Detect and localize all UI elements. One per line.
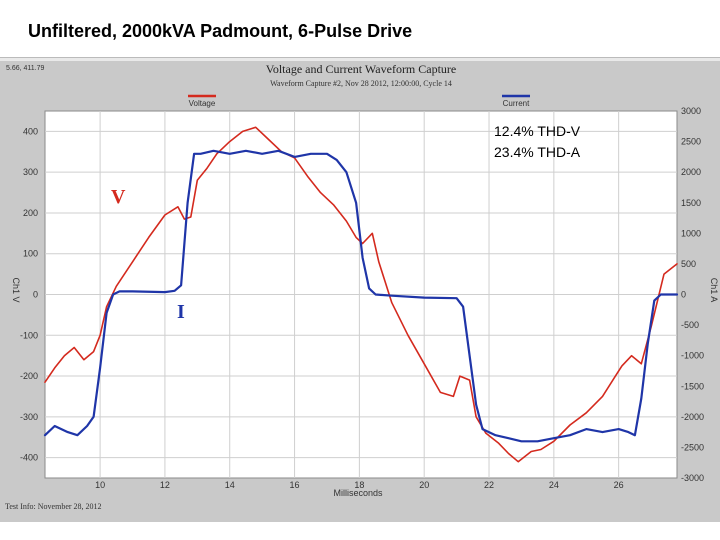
annotation-thd-a: 23.4% THD-A [494,144,581,160]
capture-title: Voltage and Current Waveform Capture [266,62,457,76]
legend-current-label: Current [503,99,530,108]
label-v: V [111,186,126,208]
y-left-tick-label: 300 [23,167,38,177]
grid [45,111,677,478]
title-divider [0,57,720,58]
legend-voltage: Voltage [188,94,216,108]
cursor-readout: 5.66, 411.79 [6,65,45,72]
y-right-tick-label: 500 [681,259,696,269]
y-left-tick-label: -400 [20,453,38,463]
annotation-thd-v: 12.4% THD-V [494,123,581,139]
y-right-tick-label: 1500 [681,198,701,208]
y-right-tick-label: 1000 [681,228,701,238]
label-i: I [177,301,185,323]
y-left-tick-label: -200 [20,371,38,381]
y-right-tick-label: -1500 [681,381,704,391]
y-right-tick-label: -2500 [681,442,704,452]
x-tick-label: 18 [354,480,364,490]
x-tick-label: 12 [160,480,170,490]
x-tick-label: 20 [419,480,429,490]
y-left-tick-label: 400 [23,126,38,136]
y-axis-left-label: Ch1 V [11,277,21,302]
x-tick-label: 26 [614,480,624,490]
x-tick-label: 24 [549,480,559,490]
y-right-tick-label: 2000 [681,167,701,177]
y-right-tick-label: 0 [681,290,686,300]
capture-subtitle: Waveform Capture #2, Nov 28 2012, 12:00:… [270,79,452,88]
y-right-tick-label: -2000 [681,412,704,422]
y-left-tick-label: 200 [23,208,38,218]
capture-top-strip [0,58,720,61]
x-tick-label: 10 [95,480,105,490]
x-axis-ticks: 10 12 14 16 18 20 22 24 26 [95,480,624,490]
y-axis-right-label: Ch1 A [709,278,719,303]
y-right-tick-label: 3000 [681,106,701,116]
y-left-tick-label: 0 [33,290,38,300]
x-axis-label: Milliseconds [333,488,383,498]
x-tick-label: 16 [290,480,300,490]
waveform-capture-chart: 5.66, 411.79 Voltage and Current Wavefor… [0,58,720,522]
y-axis-right-ticks: 3000 2500 2000 1500 1000 500 0 -500 -1000 -1500 -2… [681,106,704,483]
y-left-tick-label: -100 [20,330,38,340]
series-line-voltage [44,126,678,463]
y-right-tick-label: -3000 [681,473,704,483]
y-right-tick-label: -1000 [681,351,704,361]
legend-current: Current [502,94,530,108]
legend-voltage-label: Voltage [189,99,216,108]
slide-title: Unfiltered, 2000kVA Padmount, 6-Pulse Dr… [28,21,413,41]
y-left-tick-label: -300 [20,412,38,422]
capture-footer: Test Info: November 28, 2012 [5,502,102,511]
y-right-tick-label: 2500 [681,137,701,147]
y-axis-left-ticks: 400 300 200 100 0 -100 -200 -300 -400 [20,126,38,462]
x-tick-label: 14 [225,480,235,490]
x-tick-label: 22 [484,480,494,490]
y-left-tick-label: 100 [23,249,38,259]
series-layer [43,126,679,463]
series-line-current [43,149,679,443]
y-right-tick-label: -500 [681,320,699,330]
